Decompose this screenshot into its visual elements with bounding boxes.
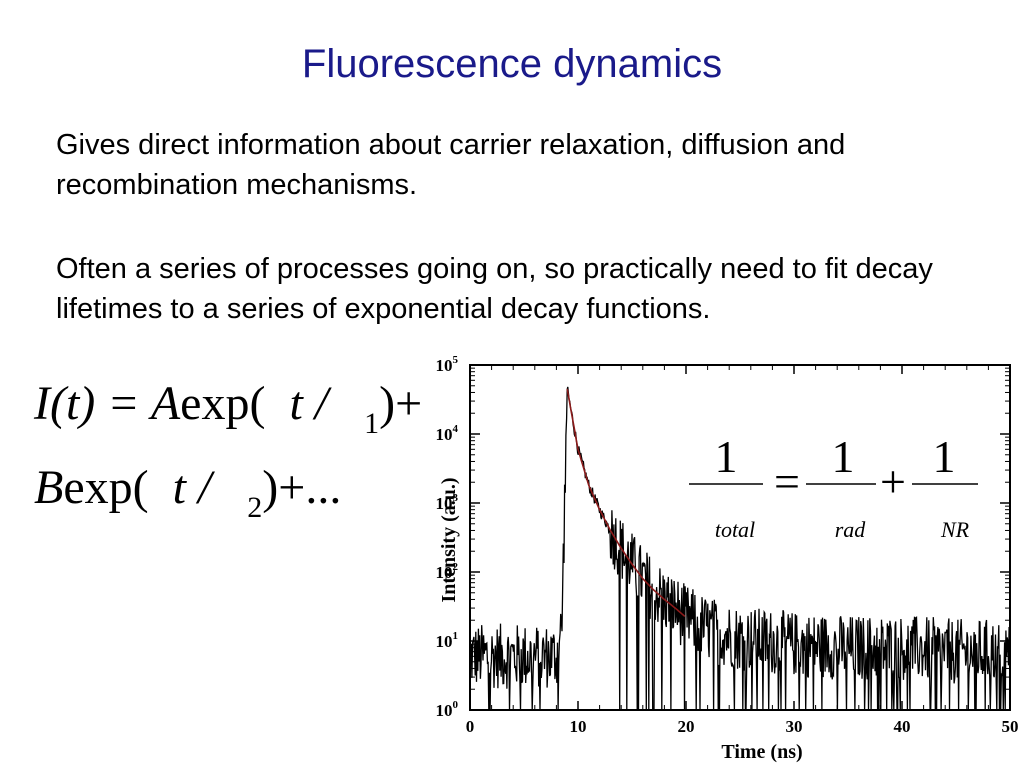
equation-line-2: Bexp( t / 2)+... bbox=[34, 460, 342, 524]
slide-title: Fluorescence dynamics bbox=[301, 42, 723, 86]
rate-den-nr: NR bbox=[940, 517, 970, 542]
y-tick-label: 104 bbox=[436, 423, 459, 444]
x-axis-label: Time (ns) bbox=[721, 741, 802, 763]
eq-t-2: t / bbox=[172, 461, 212, 514]
eq-sub-1: 1 bbox=[364, 407, 380, 440]
x-tick-label: 40 bbox=[894, 717, 911, 736]
rate-equals: = bbox=[774, 456, 800, 507]
series-measured-decay bbox=[469, 386, 1011, 711]
series-fit-curve bbox=[566, 388, 686, 618]
eq-lhs: I(t) = bbox=[34, 377, 151, 430]
y-tick-label: 101 bbox=[436, 630, 459, 651]
equation-line-1: I(t) = Aexp( t / 1)+ bbox=[34, 376, 423, 440]
x-tick-label: 0 bbox=[466, 717, 475, 736]
rate-num-nr: 1 bbox=[933, 431, 956, 482]
eq-tail-2: )+... bbox=[262, 461, 342, 514]
rate-den-total: total bbox=[715, 517, 755, 542]
y-tick-label: 100 bbox=[436, 699, 459, 720]
x-tick-label: 50 bbox=[1002, 717, 1019, 736]
y-tick-label: 105 bbox=[436, 354, 459, 375]
rate-den-rad: rad bbox=[835, 517, 867, 542]
eq-sub-2: 2 bbox=[247, 491, 263, 524]
eq-exp-1: exp( bbox=[180, 377, 266, 430]
y-tick-label: 102 bbox=[436, 561, 459, 582]
eq-t-1: t / bbox=[289, 377, 329, 430]
eq-tail-1: )+ bbox=[379, 377, 423, 430]
plot-frame bbox=[469, 364, 1011, 711]
rate-num-rad: 1 bbox=[832, 431, 855, 482]
y-axis-label: Intensity (a.u.) bbox=[438, 477, 460, 602]
rate-num-total: 1 bbox=[715, 431, 738, 482]
paragraph-fit-lifetimes: Often a series of processes going on, so… bbox=[56, 253, 933, 325]
x-tick-label: 10 bbox=[570, 717, 587, 736]
y-tick-label: 103 bbox=[436, 492, 459, 513]
x-tick-label: 30 bbox=[786, 717, 803, 736]
x-tick-label: 20 bbox=[678, 717, 695, 736]
rate-plus: + bbox=[880, 456, 906, 507]
eq-exp-2: exp( bbox=[63, 461, 149, 514]
eq-B: B bbox=[34, 461, 64, 514]
eq-A: A bbox=[150, 377, 181, 430]
paragraph-carrier-dynamics: Gives direct information about carrier r… bbox=[56, 129, 846, 201]
